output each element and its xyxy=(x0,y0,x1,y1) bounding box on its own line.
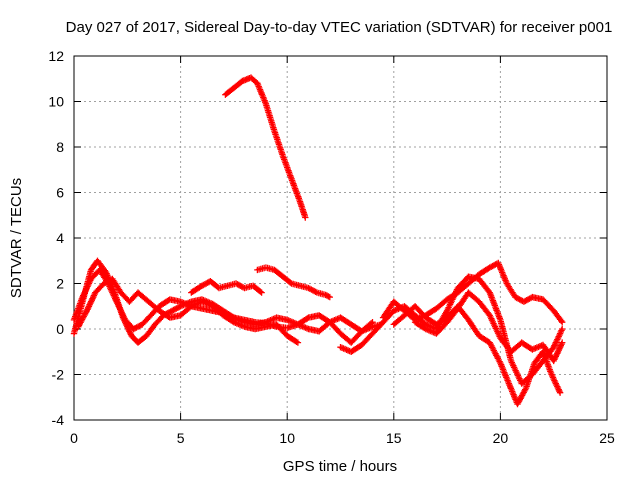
y-axis-title: SDTVAR / TECUs xyxy=(8,178,25,298)
x-tick-labels: 0 5 10 15 20 25 xyxy=(70,430,615,446)
x-tick-label: 15 xyxy=(386,430,402,446)
x-tick-label: 10 xyxy=(279,430,295,446)
y-tick-label: 0 xyxy=(56,321,64,337)
series-track-h xyxy=(390,303,564,408)
y-tick-labels: -4 -2 0 2 4 6 8 10 12 xyxy=(48,48,64,428)
chart-title: Day 027 of 2017, Sidereal Day-to-day VTE… xyxy=(66,19,613,36)
x-axis-title: GPS time / hours xyxy=(283,458,397,475)
x-tick-label: 20 xyxy=(493,430,509,446)
y-tick-label: 2 xyxy=(56,276,64,292)
y-tick-label: -4 xyxy=(52,412,65,428)
data-mark xyxy=(70,266,385,335)
x-tick-label: 25 xyxy=(599,430,615,446)
y-tick-label: 6 xyxy=(56,185,64,201)
y-tick-label: 4 xyxy=(56,230,64,246)
series-track-c xyxy=(75,275,302,346)
data-mark xyxy=(254,264,333,301)
data-mark xyxy=(222,74,309,221)
series-track-high xyxy=(222,74,309,221)
y-tick-label: 10 xyxy=(48,94,64,110)
y-tick-label: -2 xyxy=(52,367,65,383)
series-track-i xyxy=(411,289,566,365)
data-mark xyxy=(188,278,265,296)
data-points xyxy=(70,74,566,408)
x-tick-label: 5 xyxy=(177,430,185,446)
grid xyxy=(74,56,607,420)
series-track-d xyxy=(188,278,265,296)
x-tick-label: 0 xyxy=(70,430,78,446)
series-track-e xyxy=(254,264,333,301)
y-tick-label: 8 xyxy=(56,139,64,155)
series-track-b xyxy=(70,266,385,335)
y-tick-label: 12 xyxy=(48,48,64,64)
